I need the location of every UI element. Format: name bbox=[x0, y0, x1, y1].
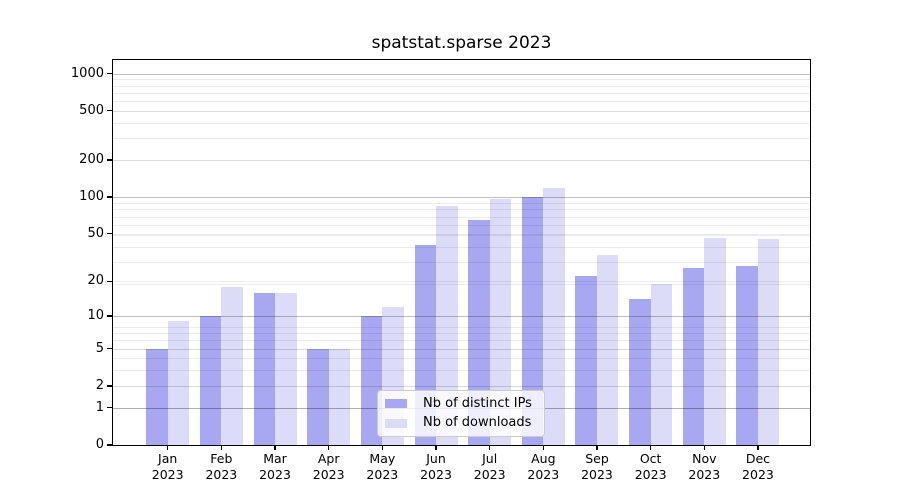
x-tick-mark bbox=[542, 445, 544, 450]
bar-distinct-ips bbox=[146, 348, 168, 445]
x-tick-mark bbox=[328, 445, 330, 450]
legend-swatch-distinct-ips bbox=[385, 399, 407, 409]
legend-label-downloads: Nb of downloads bbox=[423, 415, 532, 431]
bar-distinct-ips bbox=[468, 219, 490, 445]
bar-distinct-ips bbox=[682, 267, 705, 445]
x-tick-label: Apr 2023 bbox=[312, 451, 345, 482]
bar-downloads bbox=[650, 283, 673, 445]
x-tick-label: Sep 2023 bbox=[581, 451, 613, 482]
y-tick-mark bbox=[107, 110, 113, 112]
y-tick-mark bbox=[107, 72, 113, 75]
x-tick-label: Jul 2023 bbox=[473, 451, 506, 482]
bar-distinct-ips bbox=[575, 276, 597, 445]
legend-item-downloads: Nb of downloads bbox=[384, 415, 538, 433]
y-tick-label: 50 bbox=[87, 225, 104, 241]
bars-layer bbox=[113, 60, 810, 445]
bar-distinct-ips bbox=[253, 292, 276, 445]
bar-distinct-ips bbox=[521, 196, 544, 445]
y-tick-mark bbox=[107, 196, 113, 198]
y-tick-mark bbox=[107, 385, 113, 387]
bar-downloads bbox=[275, 292, 297, 445]
bar-downloads bbox=[596, 255, 619, 445]
bar-distinct-ips bbox=[629, 299, 651, 445]
chart-title: spatstat.sparse 2023 bbox=[371, 33, 552, 53]
bar-downloads bbox=[328, 348, 351, 445]
y-tick-mark bbox=[107, 315, 113, 317]
x-tick-mark bbox=[703, 445, 705, 450]
y-tick-mark bbox=[107, 280, 113, 282]
y-tick-label: 5 bbox=[95, 340, 104, 356]
x-tick-label: May 2023 bbox=[366, 451, 399, 482]
y-tick-label: 500 bbox=[79, 102, 104, 118]
x-tick-label: Dec 2023 bbox=[742, 451, 774, 482]
bar-distinct-ips bbox=[307, 348, 329, 445]
bar-downloads bbox=[167, 321, 190, 445]
plot-area: Nb of distinct IPs Nb of downloads bbox=[112, 59, 811, 446]
x-tick-mark bbox=[757, 445, 759, 450]
x-tick-mark bbox=[220, 445, 222, 450]
x-tick-label: Jun 2023 bbox=[420, 451, 452, 482]
x-tick-label: Jan 2023 bbox=[151, 451, 184, 482]
bar-downloads bbox=[436, 205, 458, 445]
x-tick-mark bbox=[274, 445, 276, 450]
y-tick-label: 100 bbox=[79, 188, 104, 204]
y-tick-mark bbox=[107, 348, 113, 350]
y-tick-mark bbox=[107, 159, 113, 161]
y-tick-label: 0 bbox=[95, 437, 104, 452]
y-tick-label: 10 bbox=[87, 308, 104, 324]
bar-distinct-ips bbox=[360, 316, 383, 445]
bar-distinct-ips bbox=[199, 316, 222, 445]
x-tick-mark bbox=[435, 445, 437, 450]
y-tick-mark bbox=[107, 407, 113, 409]
bar-distinct-ips bbox=[736, 265, 758, 445]
y-tick-mark bbox=[107, 232, 113, 235]
bar-downloads bbox=[757, 239, 780, 445]
bar-downloads bbox=[489, 199, 512, 445]
legend: Nb of distinct IPs Nb of downloads bbox=[377, 390, 545, 437]
bar-downloads bbox=[543, 188, 565, 445]
x-tick-mark bbox=[649, 445, 652, 450]
y-tick-label: 1 bbox=[95, 399, 104, 415]
x-tick-label: Nov 2023 bbox=[688, 451, 721, 482]
x-tick-mark bbox=[167, 445, 169, 450]
y-tick-label: 2 bbox=[95, 377, 104, 393]
bar-downloads bbox=[221, 286, 243, 445]
y-tick-label: 200 bbox=[79, 151, 104, 167]
legend-label-distinct-ips: Nb of distinct IPs bbox=[423, 395, 532, 411]
x-tick-label: Aug 2023 bbox=[527, 451, 560, 482]
bar-downloads bbox=[704, 237, 726, 445]
y-tick-label: 20 bbox=[87, 273, 104, 289]
x-tick-mark bbox=[489, 445, 491, 450]
x-tick-label: Oct 2023 bbox=[634, 451, 667, 482]
legend-item-distinct-ips: Nb of distinct IPs bbox=[384, 395, 538, 413]
x-tick-mark bbox=[381, 445, 383, 450]
legend-swatch-downloads bbox=[385, 418, 407, 428]
y-tick-mark bbox=[107, 444, 113, 446]
x-tick-label: Feb 2023 bbox=[205, 451, 238, 482]
y-tick-label: 1000 bbox=[70, 65, 104, 81]
x-tick-mark bbox=[596, 445, 598, 450]
x-tick-label: Mar 2023 bbox=[259, 451, 291, 482]
